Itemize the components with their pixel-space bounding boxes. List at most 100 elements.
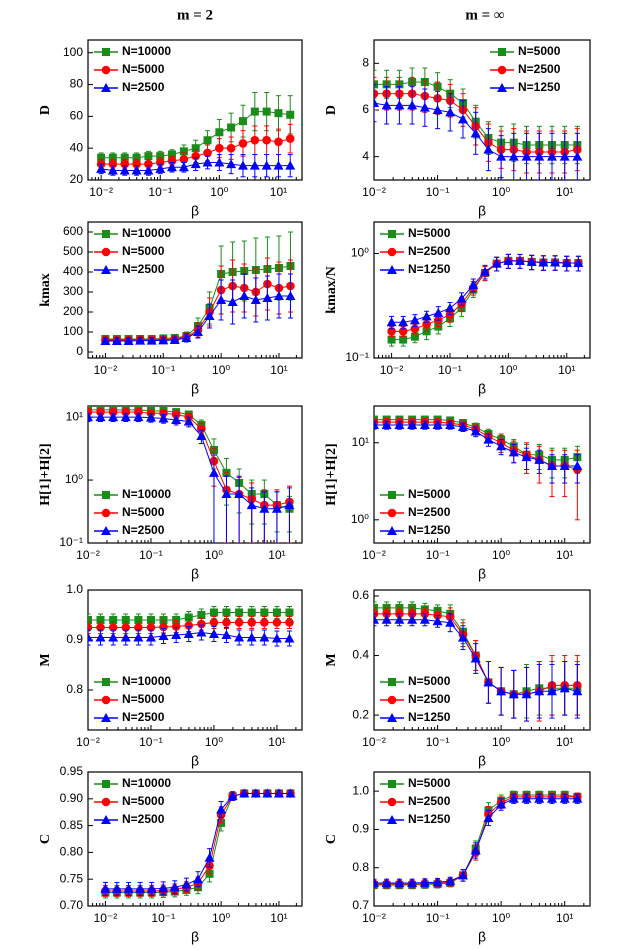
marker xyxy=(483,677,494,687)
plot-frame xyxy=(373,771,591,907)
marker xyxy=(374,89,379,98)
marker xyxy=(432,420,443,430)
legend-label: N=5000 xyxy=(408,487,451,501)
marker xyxy=(457,422,468,432)
marker xyxy=(101,265,111,274)
marker xyxy=(546,686,557,696)
marker xyxy=(204,852,215,862)
marker xyxy=(96,616,105,624)
marker xyxy=(197,424,206,434)
marker xyxy=(538,257,549,267)
x-tick-label: 10⁰ xyxy=(212,911,230,925)
marker xyxy=(381,614,392,624)
marker xyxy=(101,247,111,257)
marker xyxy=(432,877,443,887)
marker xyxy=(202,157,213,167)
marker xyxy=(496,151,507,161)
marker xyxy=(246,500,257,510)
marker xyxy=(101,526,111,535)
marker xyxy=(250,135,260,145)
marker xyxy=(102,48,110,56)
y-tick-label: 100 xyxy=(63,45,83,59)
marker xyxy=(101,815,111,824)
marker xyxy=(534,151,545,161)
marker xyxy=(274,137,283,147)
plot-area xyxy=(374,67,583,180)
legend-label: N=2500 xyxy=(408,692,451,706)
x-axis-label: β xyxy=(478,203,486,219)
marker xyxy=(183,416,194,426)
marker xyxy=(109,616,118,624)
marker xyxy=(508,793,519,803)
marker xyxy=(387,713,397,722)
y-tick-label: 0.7 xyxy=(352,898,369,912)
marker xyxy=(508,447,519,457)
marker xyxy=(100,883,111,893)
plot-frame xyxy=(373,221,591,359)
error-bar xyxy=(374,613,377,627)
x-tick-label: 10⁻² xyxy=(76,548,100,562)
marker xyxy=(387,335,396,344)
x-tick-label: 10⁻¹ xyxy=(426,548,450,562)
x-axis-label: β xyxy=(191,566,199,582)
marker xyxy=(407,614,418,624)
x-tick-label: 10⁻² xyxy=(380,363,404,377)
marker xyxy=(155,158,165,167)
legend-label: N=2500 xyxy=(122,812,165,826)
marker xyxy=(102,491,110,499)
marker xyxy=(145,412,156,422)
marker xyxy=(190,159,201,169)
marker xyxy=(179,147,188,156)
x-tick-label: 10⁰ xyxy=(205,735,223,749)
marker xyxy=(419,614,430,624)
marker xyxy=(410,332,419,341)
marker xyxy=(88,616,92,624)
marker xyxy=(394,420,405,430)
marker xyxy=(388,230,396,238)
marker xyxy=(120,632,131,642)
marker xyxy=(273,291,284,300)
marker xyxy=(239,788,250,798)
marker xyxy=(179,155,189,164)
legend-label: N=2500 xyxy=(518,62,561,76)
marker xyxy=(496,799,507,809)
y-tick-label: 0.6 xyxy=(352,588,369,602)
marker xyxy=(247,608,256,617)
marker xyxy=(387,508,397,518)
marker xyxy=(419,877,430,887)
marker xyxy=(521,452,532,462)
legend-label: N=5000 xyxy=(122,505,165,519)
y-tick-label: 100 xyxy=(63,324,83,338)
legend-label: N=5000 xyxy=(122,794,165,808)
marker xyxy=(508,151,519,161)
x-tick-label: 10⁻¹ xyxy=(426,911,450,925)
marker xyxy=(559,793,570,803)
marker xyxy=(497,83,507,92)
marker xyxy=(534,793,545,803)
x-axis-label: β xyxy=(191,929,199,945)
y-tick-label: 0.9 xyxy=(66,632,83,646)
column-title: m = 2 xyxy=(177,7,213,23)
marker xyxy=(235,608,244,617)
marker xyxy=(273,160,284,170)
marker xyxy=(131,165,142,175)
marker xyxy=(158,631,169,640)
marker xyxy=(184,613,193,622)
marker xyxy=(222,618,231,627)
x-tick-label: 10⁻² xyxy=(362,735,386,749)
y-tick-label: 6 xyxy=(362,102,369,116)
marker xyxy=(496,441,507,451)
x-tick-label: 10⁻¹ xyxy=(426,185,450,199)
marker xyxy=(409,315,420,325)
marker xyxy=(214,157,225,167)
legend-label: N=5000 xyxy=(408,776,451,790)
plot-frame xyxy=(87,221,303,359)
marker xyxy=(284,500,295,510)
marker xyxy=(158,335,169,345)
marker xyxy=(260,608,269,617)
y-tick-label: 20 xyxy=(70,172,84,186)
marker xyxy=(456,293,467,303)
legend-label: N=2500 xyxy=(408,505,451,519)
marker xyxy=(381,878,392,888)
marker xyxy=(196,627,207,637)
